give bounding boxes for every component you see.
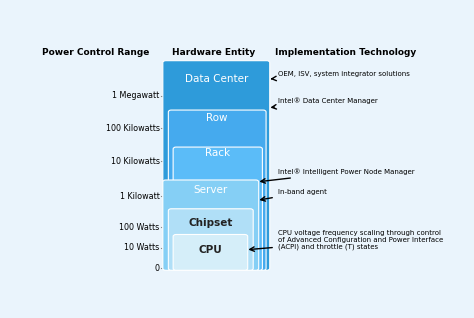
Text: Power Control Range: Power Control Range — [42, 48, 150, 57]
FancyBboxPatch shape — [168, 209, 253, 270]
Text: Row: Row — [207, 113, 228, 123]
Text: 10 Kilowatts: 10 Kilowatts — [110, 157, 160, 166]
FancyBboxPatch shape — [163, 61, 270, 270]
Text: 1 Megawatt: 1 Megawatt — [112, 91, 160, 100]
Text: 10 Watts: 10 Watts — [124, 243, 160, 252]
Text: CPU voltage frequency scaling through control
of Advanced Configuration and Powe: CPU voltage frequency scaling through co… — [250, 230, 443, 251]
Text: 1 Kilowatt: 1 Kilowatt — [119, 192, 160, 201]
FancyBboxPatch shape — [173, 234, 248, 270]
Text: 100 Watts: 100 Watts — [119, 223, 160, 232]
Text: Chipset: Chipset — [189, 218, 233, 228]
FancyBboxPatch shape — [173, 147, 263, 270]
Text: Hardware Entity: Hardware Entity — [172, 48, 255, 57]
Text: 0: 0 — [155, 264, 160, 273]
Text: Intel® Intelligent Power Node Manager: Intel® Intelligent Power Node Manager — [261, 168, 414, 183]
Text: CPU: CPU — [199, 245, 222, 255]
Text: Server: Server — [194, 185, 228, 195]
Text: Intel® Data Center Manager: Intel® Data Center Manager — [272, 97, 378, 109]
Text: Data Center: Data Center — [184, 74, 248, 84]
Text: In-band agent: In-band agent — [261, 190, 327, 201]
FancyBboxPatch shape — [168, 110, 266, 270]
Text: Rack: Rack — [205, 148, 230, 158]
Text: OEM, ISV, system integrator solutions: OEM, ISV, system integrator solutions — [272, 71, 410, 81]
Text: Implementation Technology: Implementation Technology — [275, 48, 416, 57]
Text: 100 Kilowatts: 100 Kilowatts — [106, 124, 160, 133]
FancyBboxPatch shape — [163, 180, 259, 270]
FancyBboxPatch shape — [55, 36, 430, 286]
